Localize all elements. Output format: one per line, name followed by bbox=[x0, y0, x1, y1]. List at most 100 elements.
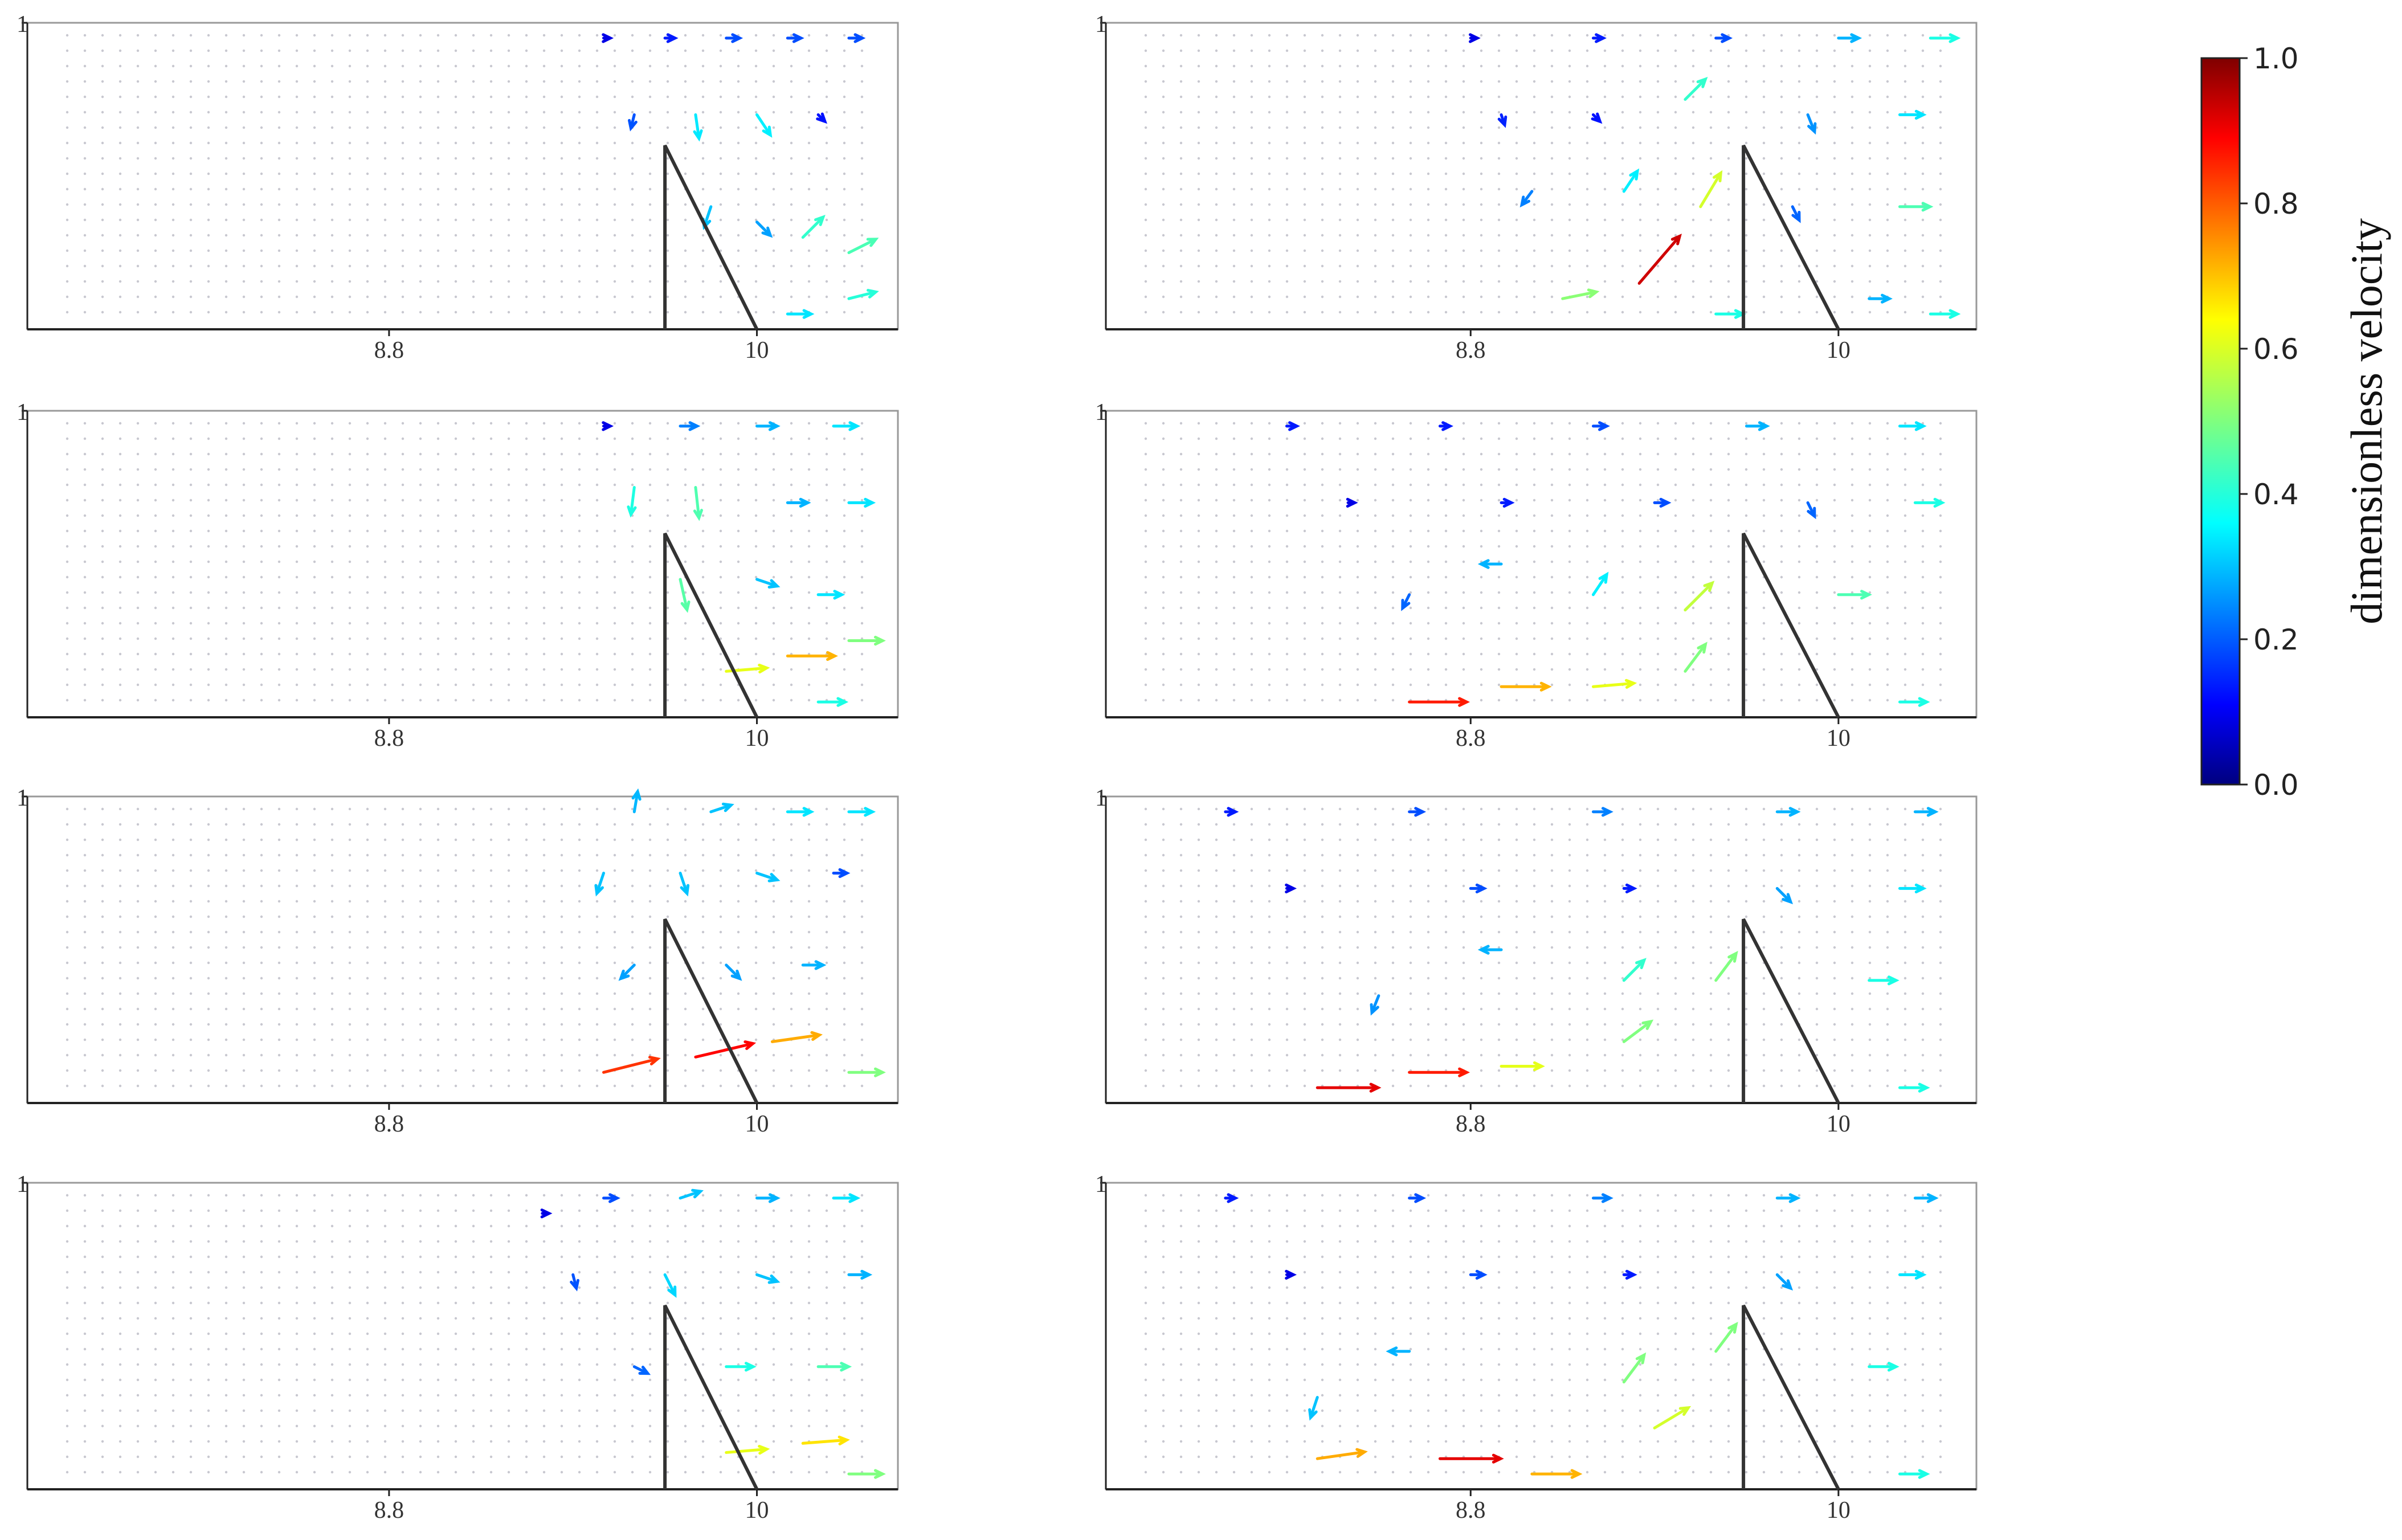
background-dot bbox=[83, 126, 87, 129]
background-dot bbox=[1798, 280, 1801, 283]
background-dot bbox=[242, 468, 246, 471]
background-dot bbox=[1850, 141, 1854, 145]
background-dot bbox=[419, 1271, 422, 1274]
background-dot bbox=[1179, 111, 1183, 114]
background-dot bbox=[525, 1240, 528, 1243]
background-dot bbox=[1674, 95, 1677, 99]
background-dot bbox=[507, 1363, 510, 1366]
background-dot bbox=[1709, 234, 1713, 237]
background-dot bbox=[472, 1332, 475, 1335]
background-dot bbox=[295, 514, 299, 517]
background-dot bbox=[1215, 172, 1218, 175]
background-dot bbox=[277, 1053, 281, 1057]
background-dot bbox=[454, 1347, 457, 1351]
background-dot bbox=[1762, 295, 1766, 299]
background-dot bbox=[472, 1347, 475, 1351]
background-dot bbox=[754, 1209, 758, 1212]
background-dot bbox=[719, 869, 722, 872]
background-dot bbox=[171, 698, 175, 702]
background-dot bbox=[1533, 157, 1536, 160]
background-dot bbox=[1533, 483, 1536, 487]
background-dot bbox=[489, 652, 493, 656]
velocity-arrow bbox=[1561, 288, 1600, 300]
background-dot bbox=[1568, 483, 1571, 487]
background-dot bbox=[1179, 49, 1183, 52]
background-dot bbox=[1462, 560, 1465, 563]
background-dot bbox=[260, 560, 263, 563]
background-dot bbox=[507, 468, 510, 471]
background-dot bbox=[1144, 157, 1147, 160]
background-dot bbox=[1285, 652, 1289, 656]
background-dot bbox=[754, 1470, 758, 1474]
background-dot bbox=[277, 683, 281, 687]
background-dot bbox=[242, 606, 246, 610]
background-dot bbox=[1568, 560, 1571, 563]
background-dot bbox=[1303, 218, 1306, 222]
background-dot bbox=[807, 49, 811, 52]
background-dot bbox=[295, 1394, 299, 1397]
background-dot bbox=[595, 514, 599, 517]
background-dot bbox=[666, 437, 669, 440]
background-dot bbox=[613, 264, 616, 268]
background-dot bbox=[701, 1317, 705, 1320]
background-dot bbox=[1144, 560, 1147, 563]
background-dot bbox=[1656, 64, 1660, 68]
background-dot bbox=[560, 1470, 563, 1474]
background-dot bbox=[277, 1194, 281, 1197]
background-dot bbox=[578, 1455, 581, 1459]
background-dot bbox=[1833, 126, 1836, 129]
background-dot bbox=[843, 1286, 846, 1289]
velocity-arrow bbox=[628, 113, 638, 132]
background-dot bbox=[154, 977, 157, 980]
background-dot bbox=[1409, 606, 1412, 610]
background-dot bbox=[330, 483, 334, 487]
background-dot bbox=[1268, 80, 1271, 83]
background-dot bbox=[401, 1455, 405, 1459]
background-dot bbox=[1162, 622, 1165, 625]
background-dot bbox=[472, 49, 475, 52]
background-dot bbox=[701, 869, 705, 872]
background-dot bbox=[1144, 34, 1147, 37]
background-dot bbox=[843, 900, 846, 903]
background-dot bbox=[171, 823, 175, 826]
background-dot bbox=[1162, 187, 1165, 191]
background-dot bbox=[1391, 560, 1395, 563]
background-dot bbox=[207, 111, 210, 114]
background-dot bbox=[154, 514, 157, 517]
background-dot bbox=[542, 1271, 546, 1274]
background-dot bbox=[224, 218, 228, 222]
background-dot bbox=[684, 1440, 687, 1443]
background-dot bbox=[472, 437, 475, 440]
background-dot bbox=[419, 422, 422, 425]
background-dot bbox=[613, 249, 616, 252]
background-dot bbox=[1303, 606, 1306, 610]
velocity-arrow bbox=[1637, 234, 1682, 285]
background-dot bbox=[1338, 637, 1342, 640]
background-dot bbox=[684, 483, 687, 487]
background-dot bbox=[772, 1209, 775, 1212]
background-dot bbox=[1568, 591, 1571, 594]
background-dot bbox=[1656, 234, 1660, 237]
background-dot bbox=[1356, 575, 1359, 579]
background-dot bbox=[66, 698, 69, 702]
background-dot bbox=[207, 869, 210, 872]
background-dot bbox=[1374, 452, 1377, 456]
background-dot bbox=[472, 1440, 475, 1443]
background-dot bbox=[1886, 249, 1889, 252]
background-dot bbox=[171, 452, 175, 456]
background-dot bbox=[1321, 64, 1324, 68]
background-dot bbox=[189, 1084, 193, 1088]
background-dot bbox=[1215, 203, 1218, 206]
background-dot bbox=[1533, 34, 1536, 37]
background-dot bbox=[613, 977, 616, 980]
background-dot bbox=[807, 637, 811, 640]
background-dot bbox=[401, 1317, 405, 1320]
background-dot bbox=[1232, 111, 1236, 114]
background-dot bbox=[666, 668, 669, 671]
background-dot bbox=[101, 606, 104, 610]
background-dot bbox=[277, 575, 281, 579]
background-dot bbox=[1356, 468, 1359, 471]
background-dot bbox=[260, 264, 263, 268]
background-dot bbox=[1692, 295, 1695, 299]
background-dot bbox=[772, 668, 775, 671]
